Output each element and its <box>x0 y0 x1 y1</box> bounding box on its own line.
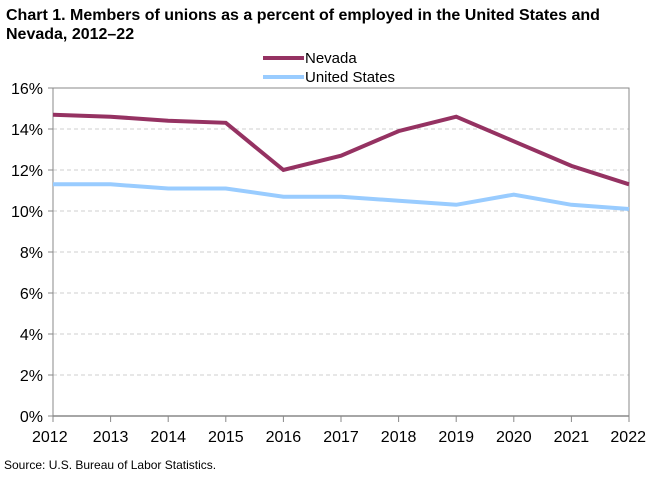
y-tick-label: 14% <box>11 122 43 139</box>
x-tick-label: 2012 <box>32 429 68 446</box>
legend-label-united-states: United States <box>305 69 395 86</box>
chart-title: Chart 1. Members of unions as a percent … <box>6 7 600 43</box>
data-point-united-states <box>281 195 285 199</box>
y-tick-label: 4% <box>20 327 43 344</box>
data-point-united-states <box>109 182 113 186</box>
x-tick-label: 2020 <box>496 429 532 446</box>
grid-lines <box>53 128 629 376</box>
x-tick-label: 2021 <box>554 429 590 446</box>
series-lines <box>51 112 631 211</box>
data-point-united-states <box>224 186 228 190</box>
y-tick-label: 0% <box>20 409 43 426</box>
x-tick-label: 2017 <box>323 429 359 446</box>
data-point-united-states <box>512 193 516 197</box>
data-point-nevada <box>224 121 228 125</box>
y-tick-label: 6% <box>20 286 43 303</box>
data-point-united-states <box>397 199 401 203</box>
y-tick-label: 16% <box>11 81 43 98</box>
data-point-united-states <box>454 203 458 207</box>
y-tick-label: 2% <box>20 368 43 385</box>
chart-source-note: Source: U.S. Bureau of Labor Statistics. <box>4 458 217 472</box>
x-tick-label: 2018 <box>381 429 417 446</box>
data-point-nevada <box>569 164 573 168</box>
data-point-nevada <box>397 129 401 133</box>
legend-label-nevada: Nevada <box>305 50 357 67</box>
legend: Nevada United States <box>263 50 395 86</box>
data-point-nevada <box>166 119 170 123</box>
axes: 0% 2% 4% 6% 8% 10% 12% 14% 16% 2012 2013 2014 2015 20… <box>11 81 646 446</box>
x-tick-label: 2014 <box>150 429 186 446</box>
y-tick-label: 10% <box>11 204 43 221</box>
x-tick-label: 2015 <box>208 429 244 446</box>
data-point-nevada <box>512 139 516 143</box>
data-point-nevada <box>339 154 343 158</box>
x-tick-label: 2022 <box>610 429 646 446</box>
y-tick-label: 8% <box>20 245 43 262</box>
data-point-united-states <box>569 203 573 207</box>
data-point-united-states <box>339 195 343 199</box>
x-tick-label: 2013 <box>93 429 129 446</box>
data-point-united-states <box>627 207 631 211</box>
data-point-nevada <box>627 182 631 186</box>
y-tick-label: 12% <box>11 163 43 180</box>
data-point-nevada <box>454 115 458 119</box>
series-line-nevada <box>52 112 630 187</box>
data-point-nevada <box>281 168 285 172</box>
data-point-nevada <box>109 115 113 119</box>
series-line-united-states <box>53 182 630 211</box>
data-point-united-states <box>166 186 170 190</box>
data-point-nevada <box>51 113 55 117</box>
data-point-united-states <box>51 182 55 186</box>
x-tick-label: 2016 <box>266 429 302 446</box>
x-tick-label: 2019 <box>438 429 474 446</box>
